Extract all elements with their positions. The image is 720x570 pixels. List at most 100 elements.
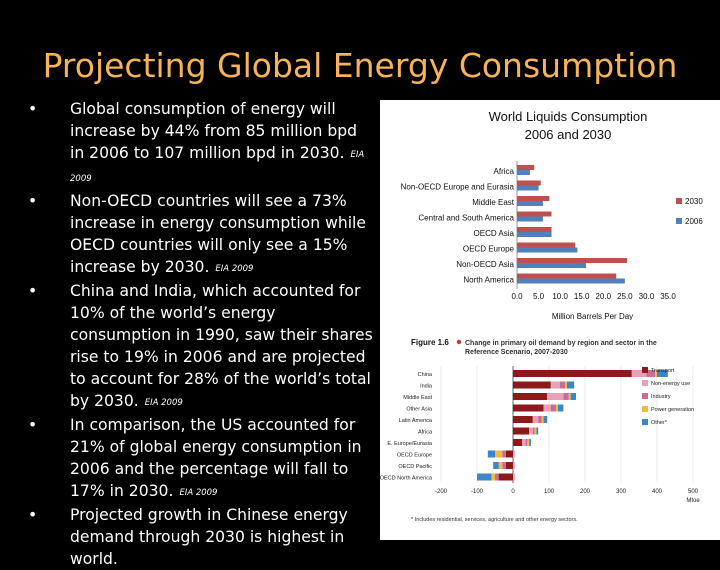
stacked-bar-segment	[559, 381, 566, 389]
category-label: OECD Europe	[463, 245, 515, 254]
bullet-icon: •	[28, 416, 38, 434]
stacked-bar-segment	[502, 462, 506, 469]
x-tick-label: 400	[652, 489, 663, 495]
citation: EIA 2009	[144, 398, 183, 408]
bar-2030	[517, 165, 535, 170]
stacked-bar-segment	[568, 393, 571, 400]
stacked-bar-segment	[513, 450, 515, 458]
citation: EIA 2009	[70, 150, 365, 184]
region-label: OECD North America	[380, 476, 433, 482]
bullet-text: Global consumption of energy will increa…	[70, 100, 358, 162]
stacked-bar-segment	[493, 462, 499, 469]
citation: EIA 2009	[179, 488, 218, 498]
x-tick-label: 30.0	[639, 292, 655, 301]
bar-2006	[517, 263, 587, 268]
slide-title: Projecting Global Energy Consumption	[42, 46, 678, 85]
legend-swatch	[642, 406, 648, 412]
stacked-bar-segment	[522, 439, 526, 446]
legend-swatch	[642, 367, 648, 373]
x-axis-unit: Mtoe	[686, 498, 700, 504]
stacked-bar-segment	[646, 370, 656, 377]
stacked-bar-segment	[570, 393, 576, 400]
bar-2030	[517, 196, 550, 201]
bar-2030	[517, 242, 576, 248]
bullet-item: • In comparison, the US accounted for 21%…	[28, 414, 373, 504]
bullet-text: Non-OECD countries will see a 73% increa…	[70, 192, 366, 276]
x-tick-label: 35.0	[660, 292, 676, 301]
stacked-bar-segment	[655, 370, 657, 377]
legend-swatch	[642, 393, 648, 399]
stacked-bar-segment	[534, 427, 537, 435]
stacked-bar-segment	[505, 462, 513, 469]
x-axis-label: Million Barrels Per Day	[552, 312, 633, 320]
citation: EIA 2009	[215, 264, 254, 274]
category-label: Central and South America	[418, 214, 514, 223]
stacked-bar-segment	[513, 473, 515, 481]
stacked-bar-segment	[498, 473, 513, 481]
legend-label: Transport	[651, 368, 675, 374]
stacked-bar-segment	[498, 462, 503, 469]
stacked-bar-segment	[477, 473, 492, 481]
chart-title: World Liquids Consumption	[489, 109, 648, 124]
bar-2030	[517, 180, 541, 186]
stacked-bar-segment	[532, 427, 535, 435]
stacked-bar-segment	[495, 473, 499, 481]
chart-title: 2006 and 2030	[525, 127, 612, 142]
stacked-bar-segment	[513, 381, 551, 389]
stacked-bar-segment	[513, 416, 533, 423]
bullet-text: In comparison, the US accounted for 21% …	[70, 416, 362, 500]
region-label: India	[420, 384, 433, 390]
stacked-bar-segment	[513, 427, 530, 435]
x-tick-label: 300	[616, 489, 627, 495]
stacked-bar-segment	[550, 404, 557, 412]
stacked-bar-segment	[541, 416, 544, 423]
region-label: Middle East	[403, 395, 432, 401]
bar-2006	[517, 247, 578, 253]
legend-label: Power generation	[651, 407, 694, 413]
bar-2006	[517, 201, 543, 206]
legend-label: Industry	[651, 394, 671, 400]
figure-footnote: * Includes residential, services, agricu…	[411, 517, 578, 523]
x-tick-label: 0	[511, 489, 515, 495]
stacked-bar-segment	[538, 416, 542, 423]
bar-2006	[517, 278, 625, 284]
legend-swatch	[642, 380, 648, 386]
stacked-bar-segment	[513, 462, 515, 469]
category-label: Non-OECD Asia	[456, 260, 514, 269]
stacked-bar-segment	[543, 404, 551, 412]
legend-swatch	[642, 419, 648, 425]
legend-label: 2030	[685, 197, 703, 206]
stacked-bar-segment	[513, 439, 522, 446]
category-label: OECD Asia	[474, 229, 515, 238]
stacked-bar-segment	[487, 450, 495, 458]
bullet-icon: •	[28, 100, 38, 118]
stacked-bar-segment	[529, 439, 531, 446]
stacked-bar-segment	[657, 370, 668, 377]
x-tick-label: 200	[580, 489, 591, 495]
bullet-icon: •	[28, 506, 38, 524]
x-tick-label: 5.0	[533, 292, 545, 301]
oil-demand-svg: Figure 1.6 Change in primary oil demand b…	[380, 338, 700, 523]
stacked-bar-segment	[495, 450, 503, 458]
stacked-bar-segment	[529, 427, 533, 435]
stacked-bar-segment	[525, 439, 528, 446]
figure-title: Change in primary oil demand by region a…	[465, 340, 657, 347]
bullet-item: • Global consumption of energy will incre…	[28, 98, 373, 190]
bullet-icon: •	[28, 282, 38, 300]
x-tick-label: 10.0	[552, 292, 568, 301]
bullet-list: • Global consumption of energy will incre…	[28, 98, 373, 570]
liquids-consumption-chart: World Liquids Consumption 2006 and 2030 Af…	[380, 100, 720, 320]
region-label: China	[418, 372, 433, 378]
category-label: Non-OECD Europe and Eurasia	[401, 183, 515, 192]
legend-swatch	[676, 198, 682, 204]
stacked-bar-segment	[513, 393, 548, 400]
stacked-bar-segment	[513, 370, 632, 377]
bar-2030	[517, 273, 617, 279]
bar-2030	[517, 258, 628, 263]
bullet-item: • Projected growth in Chinese energy dema…	[28, 504, 373, 570]
bar-2006	[517, 232, 552, 237]
stacked-bar-segment	[543, 416, 548, 423]
stacked-bar-segment	[550, 381, 560, 389]
x-tick-label: 100	[544, 489, 555, 495]
oil-demand-figure: Figure 1.6 Change in primary oil demand b…	[380, 320, 720, 540]
